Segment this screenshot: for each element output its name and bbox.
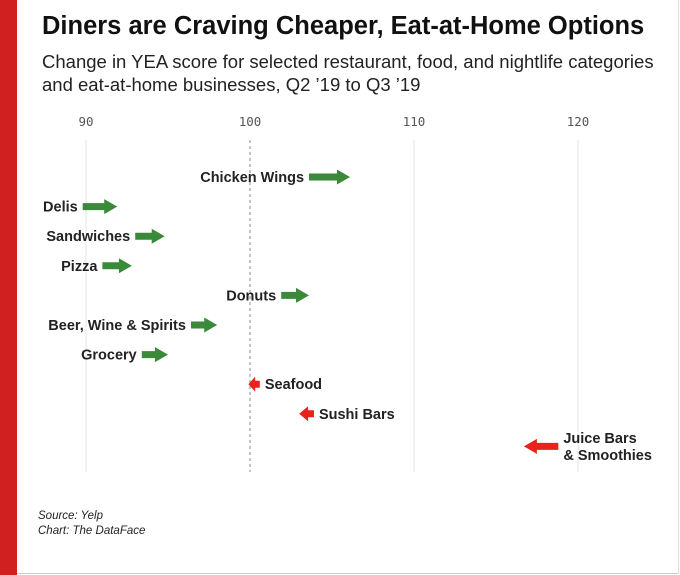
increase-arrow <box>82 199 118 215</box>
chart-subtitle: Change in YEA score for selected restaur… <box>42 51 654 95</box>
increase-arrow <box>102 258 132 274</box>
category-label: Seafood <box>265 377 322 393</box>
increase-arrow <box>191 317 218 333</box>
category-label: Grocery <box>81 348 137 364</box>
decrease-arrow <box>299 406 314 422</box>
chart-frame <box>17 0 679 574</box>
category-label: Delis <box>43 200 78 216</box>
source-line: Source: Yelp <box>38 510 104 522</box>
credit-line: Chart: The DataFace <box>38 525 146 537</box>
category-label: Sushi Bars <box>319 407 395 423</box>
category-label: Juice Bars <box>563 431 636 447</box>
x-tick-label: 90 <box>78 114 93 129</box>
x-tick-label: 110 <box>403 114 426 129</box>
x-tick-label: 100 <box>239 114 262 129</box>
increase-arrow <box>141 347 168 363</box>
x-tick-label: 120 <box>567 114 590 129</box>
increase-arrow <box>281 287 309 303</box>
accent-bar <box>0 0 17 575</box>
increase-arrow <box>309 169 350 185</box>
source-note: Source: Yelp Chart: The DataFace <box>38 509 145 539</box>
category-label: Chicken Wings <box>200 170 304 186</box>
category-label: Donuts <box>226 288 276 304</box>
category-label: & Smoothies <box>563 448 652 464</box>
chart-title: Diners are Craving Cheaper, Eat-at-Home … <box>42 12 645 40</box>
decrease-arrow <box>248 376 260 392</box>
category-label: Pizza <box>61 259 98 275</box>
category-label: Beer, Wine & Spirits <box>48 318 186 334</box>
decrease-arrow <box>523 438 559 454</box>
increase-arrow <box>135 228 165 244</box>
category-label: Sandwiches <box>46 229 130 245</box>
